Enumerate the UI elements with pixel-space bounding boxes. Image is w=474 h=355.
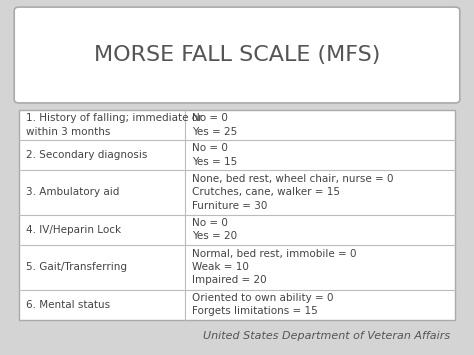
Text: Normal, bed rest, immobile = 0
Weak = 10
Impaired = 20: Normal, bed rest, immobile = 0 Weak = 10… xyxy=(192,249,356,285)
Text: No = 0
Yes = 15: No = 0 Yes = 15 xyxy=(192,143,237,166)
Bar xyxy=(19,110,455,320)
Text: No = 0
Yes = 20: No = 0 Yes = 20 xyxy=(192,218,237,241)
FancyBboxPatch shape xyxy=(14,7,460,103)
Text: 5. Gait/Transferring: 5. Gait/Transferring xyxy=(26,262,127,272)
Text: No = 0
Yes = 25: No = 0 Yes = 25 xyxy=(192,113,237,137)
Text: None, bed rest, wheel chair, nurse = 0
Crutches, cane, walker = 15
Furniture = 3: None, bed rest, wheel chair, nurse = 0 C… xyxy=(192,174,393,211)
Text: United States Department of Veteran Affairs: United States Department of Veteran Affa… xyxy=(203,331,450,341)
Text: Oriented to own ability = 0
Forgets limitations = 15: Oriented to own ability = 0 Forgets limi… xyxy=(192,293,333,316)
Text: 3. Ambulatory aid: 3. Ambulatory aid xyxy=(26,187,119,197)
Text: 1. History of falling; immediate or
within 3 months: 1. History of falling; immediate or with… xyxy=(26,113,202,137)
Text: 2. Secondary diagnosis: 2. Secondary diagnosis xyxy=(26,150,147,160)
Text: MORSE FALL SCALE (MFS): MORSE FALL SCALE (MFS) xyxy=(94,45,380,65)
Text: 4. IV/Heparin Lock: 4. IV/Heparin Lock xyxy=(26,225,121,235)
Text: 6. Mental status: 6. Mental status xyxy=(26,300,110,310)
